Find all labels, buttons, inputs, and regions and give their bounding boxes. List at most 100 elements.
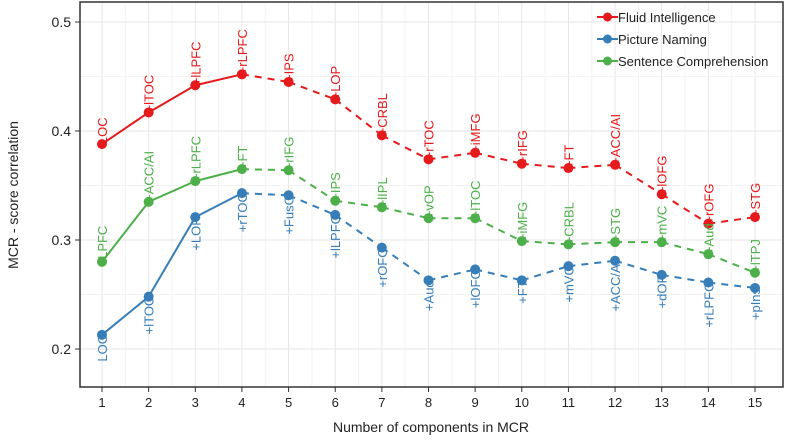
data-point — [376, 130, 387, 141]
point-label: +STG — [748, 183, 763, 217]
legend-label: Sentence Comprehension — [618, 54, 768, 69]
data-point — [656, 237, 667, 248]
series-line-segment — [194, 192, 243, 218]
point-label: +rLPFC — [235, 29, 250, 74]
series-line-segment — [707, 253, 756, 274]
point-label: +lOFG — [655, 156, 670, 195]
series-line-segment — [195, 73, 243, 87]
series-line-segment — [288, 169, 336, 202]
point-label: +mVC — [561, 266, 576, 302]
x-axis-title: Number of components in MCR — [333, 419, 529, 435]
series-line-segment — [101, 111, 150, 145]
point-label: +iMFG — [468, 113, 483, 152]
series-line-segment — [381, 134, 429, 161]
series-line-segment — [708, 216, 756, 225]
series-line-segment — [428, 151, 476, 161]
x-tick-label: 7 — [378, 395, 385, 410]
data-point — [610, 255, 621, 266]
point-label: +lTOC — [142, 75, 157, 113]
data-point — [283, 76, 294, 87]
point-label: +ACC/AI — [608, 114, 623, 165]
series-sentence-comprehension: lLPFC +ACC/AI +rLPFC +FT +rIFG +IPS +lIPL +vOP +… — [95, 136, 763, 278]
series-line-segment — [288, 194, 336, 216]
data-point — [750, 212, 760, 223]
series-line-segment — [614, 163, 663, 196]
series-line-segment — [568, 259, 616, 268]
x-tick-label: 15 — [748, 395, 762, 410]
series-line-segment — [708, 281, 756, 289]
series-line-segment — [148, 84, 196, 114]
data-point — [563, 239, 574, 250]
data-point — [610, 159, 621, 170]
series-line-segment — [474, 151, 523, 165]
point-label: +iMFG — [515, 202, 530, 241]
data-point — [236, 164, 247, 175]
x-tick-label: 10 — [515, 395, 529, 410]
series-line-segment — [147, 216, 197, 298]
data-point — [97, 329, 107, 340]
series-line-segment — [474, 217, 523, 242]
data-point — [190, 80, 201, 91]
legend-marker — [603, 12, 612, 22]
series-line-segment — [241, 73, 289, 83]
data-point — [750, 282, 760, 293]
series-line-segment — [101, 201, 150, 263]
series-line-segment — [661, 273, 709, 284]
y-axis-title: MCR - score correlation — [5, 121, 21, 269]
series-line-segment — [661, 241, 709, 256]
data-point — [236, 69, 247, 80]
data-point — [376, 242, 387, 253]
y-tick-label: 0.2 — [52, 341, 72, 357]
point-label: +LOP — [188, 217, 203, 251]
data-point — [516, 236, 527, 247]
legend-marker — [603, 34, 612, 44]
point-label: +Aud — [701, 223, 716, 254]
data-point — [330, 209, 341, 220]
data-point — [563, 261, 574, 272]
data-point — [97, 139, 107, 150]
point-label: +FT — [515, 280, 530, 304]
point-label: +ACC/AI — [608, 261, 623, 312]
point-label: +rTOC — [422, 120, 437, 159]
point-label: +lIPL — [375, 177, 390, 207]
x-tick-label: 5 — [285, 395, 292, 410]
series-fluid-intelligence: LOC +lTOC +lLPFC +rLPFC +IPS +LOP +CRBL +rTOC +i… — [95, 29, 763, 229]
series-line-segment — [428, 268, 476, 282]
point-label: +lOFG — [468, 269, 483, 308]
data-point — [750, 267, 760, 278]
point-label: +rIFG — [282, 137, 297, 171]
point-label: +Aud — [422, 280, 437, 311]
data-point — [330, 94, 341, 105]
y-tick-label: 0.3 — [52, 232, 72, 248]
data-point — [470, 213, 481, 224]
legend-label: Picture Naming — [618, 32, 707, 47]
series-line-segment — [381, 246, 430, 282]
point-label: +ACC/AI — [142, 151, 157, 202]
x-tick-label: 2 — [145, 395, 152, 410]
series-line-segment — [101, 295, 150, 336]
point-label: +IPS — [328, 172, 343, 201]
series-line-segment — [334, 214, 383, 249]
data-point — [190, 176, 201, 187]
series-line-segment — [335, 199, 382, 209]
data-point — [376, 202, 387, 213]
legend: Fluid Intelligence Picture Naming Sentence… — [597, 10, 768, 69]
series-picture-naming: LOC +lTOC +LOP +rTOC +FusG +lLPFC +rOFG +Aud +lO… — [95, 188, 763, 362]
point-label: lLPFC — [95, 226, 110, 262]
data-point — [516, 275, 527, 286]
point-label: +FT — [235, 146, 250, 170]
data-point — [143, 107, 154, 118]
point-label: +rLPFC — [188, 136, 203, 181]
series-line-segment — [288, 81, 336, 101]
data-point — [97, 256, 107, 267]
data-point — [703, 218, 714, 229]
data-point — [423, 213, 434, 224]
data-point — [330, 195, 341, 206]
series-line-segment — [661, 193, 709, 225]
x-tick-label: 9 — [472, 395, 479, 410]
point-label: LOC — [95, 117, 110, 144]
data-point — [423, 154, 434, 165]
point-label: +CRBL — [375, 93, 390, 135]
point-label: +pIns — [748, 287, 763, 320]
